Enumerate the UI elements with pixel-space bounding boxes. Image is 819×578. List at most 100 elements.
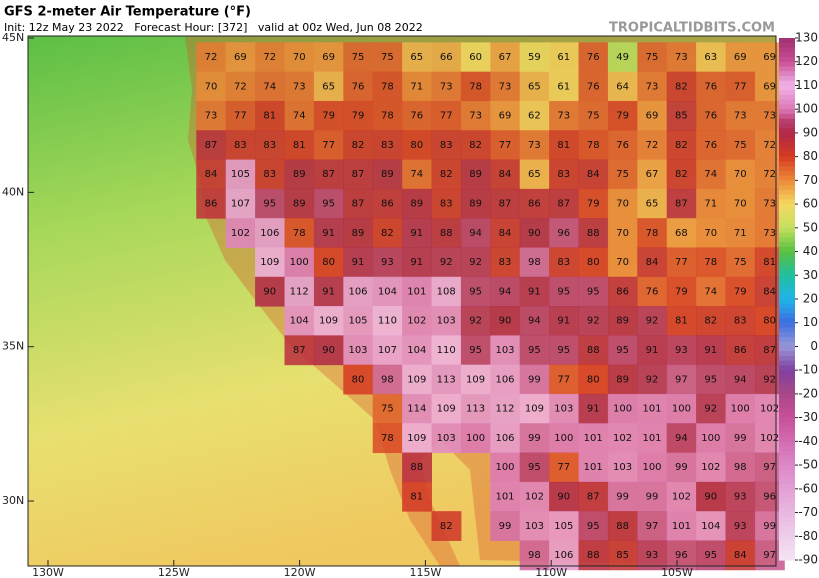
temperature-cell <box>372 393 403 424</box>
temperature-cell <box>284 335 315 366</box>
temperature-cell <box>490 188 521 219</box>
colorbar-label: -20 <box>798 386 818 400</box>
colorbar-swatch <box>779 360 795 367</box>
colorbar-swatch <box>779 80 795 87</box>
temperature-cell <box>666 511 697 541</box>
temperature-label: 78 <box>704 257 717 268</box>
temperature-label: 102 <box>701 462 720 473</box>
colorbar-swatch <box>779 427 795 433</box>
temperature-label: 79 <box>587 199 600 210</box>
temperature-cell <box>696 42 726 73</box>
colorbar-swatch <box>779 541 795 547</box>
colorbar-label: -50 <box>798 458 818 472</box>
temperature-label: 92 <box>440 257 453 268</box>
colorbar-label: 110 <box>795 78 818 92</box>
temperature-cell <box>549 306 579 336</box>
temperature-label: 100 <box>554 433 573 444</box>
temperature-label: 93 <box>381 257 394 268</box>
colorbar-label: 70 <box>803 173 818 187</box>
temperature-cell <box>343 71 374 102</box>
temperature-label: 75 <box>734 257 747 268</box>
colorbar-swatch <box>779 308 795 314</box>
colorbar-label: -60 <box>798 481 818 495</box>
colorbar-swatch <box>779 175 795 181</box>
temperature-label: 101 <box>495 492 514 503</box>
temperature-cell <box>696 247 726 278</box>
temperature-cell <box>519 511 550 541</box>
temperature-cell <box>578 452 609 483</box>
temperature-cell <box>313 71 344 102</box>
temperature-label: 70 <box>734 169 747 180</box>
temperature-label: 110 <box>437 345 456 356</box>
temperature-cell <box>431 335 462 366</box>
temperature-cell <box>578 42 609 73</box>
temperature-label: 91 <box>410 257 423 268</box>
temperature-cell <box>372 159 403 190</box>
temperature-cell <box>666 276 697 307</box>
temperature-label: 102 <box>760 433 779 444</box>
lat-label: 45N <box>2 31 24 44</box>
temperature-label: 99 <box>763 521 776 532</box>
colorbar-swatch <box>779 346 795 352</box>
colorbar-swatch <box>779 460 795 466</box>
temperature-cell <box>490 276 521 307</box>
temperature-label: 82 <box>675 81 688 92</box>
colorbar-swatch <box>779 303 795 310</box>
temperature-cell <box>637 511 668 541</box>
temperature-label: 69 <box>234 52 247 63</box>
temperature-cell <box>460 276 491 307</box>
temperature-label: 77 <box>322 140 335 151</box>
temperature-label: 93 <box>734 521 747 532</box>
colorbar-swatch <box>779 123 795 129</box>
temperature-label: 91 <box>587 404 600 415</box>
temperature-cell <box>725 364 756 395</box>
temperature-label: 92 <box>469 316 482 327</box>
colorbar-swatch <box>779 403 795 409</box>
temperature-cell <box>549 364 579 395</box>
temperature-label: 108 <box>437 286 456 297</box>
temperature-cell <box>225 71 256 102</box>
colorbar-swatch <box>779 313 795 319</box>
temperature-label: 84 <box>205 169 218 180</box>
temperature-cell <box>196 71 227 102</box>
colorbar-swatch <box>779 189 795 196</box>
temperature-cell <box>519 306 550 336</box>
temperature-label: 90 <box>322 345 335 356</box>
temperature-cell <box>549 393 579 424</box>
temperature-label: 102 <box>613 433 632 444</box>
colorbar-label: 10 <box>803 315 818 329</box>
temperature-label: 101 <box>642 433 661 444</box>
temperature-label: 79 <box>675 286 688 297</box>
colorbar-swatch <box>779 90 795 96</box>
temperature-cell <box>372 130 403 161</box>
temperature-cell <box>490 218 521 248</box>
lat-label: 35N <box>2 340 24 353</box>
temperature-cell <box>460 247 491 278</box>
colorbar-label: -90 <box>798 553 818 567</box>
temperature-label: 97 <box>763 462 776 473</box>
colorbar-label: 130 <box>795 31 818 45</box>
temperature-cell <box>578 481 609 512</box>
temperature-label: 90 <box>704 492 717 503</box>
colorbar-swatch <box>779 503 795 509</box>
colorbar-swatch <box>779 104 795 110</box>
temperature-cell <box>402 42 432 73</box>
temperature-cell <box>578 364 609 395</box>
colorbar-swatch <box>779 294 795 300</box>
temperature-cell <box>666 393 697 424</box>
colorbar-label: -70 <box>798 505 818 519</box>
colorbar-swatch <box>779 128 795 134</box>
temperature-label: 87 <box>205 140 218 151</box>
colorbar-swatch <box>779 75 795 82</box>
colorbar-swatch <box>779 450 795 457</box>
temperature-label: 73 <box>557 111 570 122</box>
temperature-cell <box>607 71 638 102</box>
temperature-label: 74 <box>263 81 276 92</box>
temperature-label: 91 <box>704 345 717 356</box>
temperature-cell <box>402 247 432 278</box>
temperature-label: 83 <box>234 140 247 151</box>
colorbar-label: -40 <box>798 434 818 448</box>
temperature-label: 78 <box>381 111 394 122</box>
temperature-label: 92 <box>704 404 717 415</box>
temperature-cell <box>549 423 579 454</box>
